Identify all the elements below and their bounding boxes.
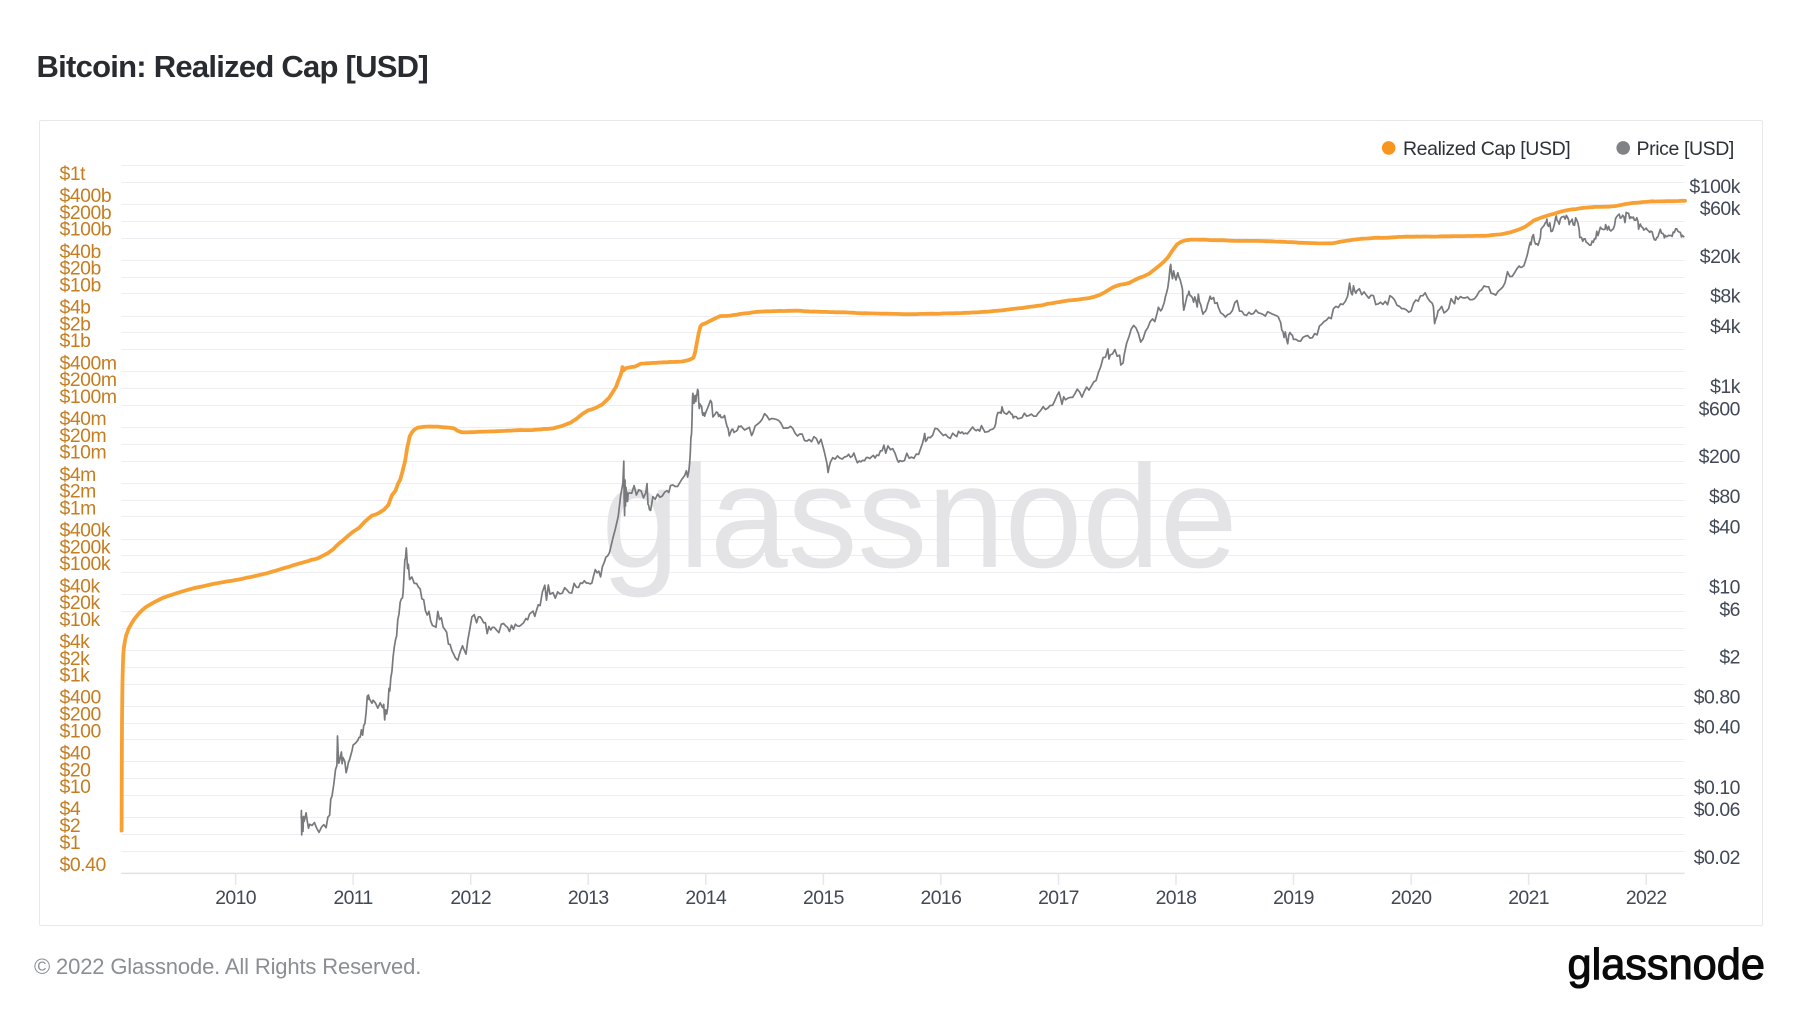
svg-text:$100b: $100b	[60, 219, 112, 241]
svg-text:2022: 2022	[1626, 887, 1667, 909]
svg-text:2016: 2016	[921, 887, 962, 909]
svg-text:2010: 2010	[215, 887, 257, 909]
svg-text:$40k: $40k	[60, 575, 101, 597]
svg-text:2012: 2012	[450, 887, 491, 909]
svg-text:$2: $2	[60, 815, 81, 837]
svg-text:$2b: $2b	[60, 313, 91, 335]
svg-text:$0.40: $0.40	[1694, 717, 1741, 739]
svg-text:$4b: $4b	[60, 297, 91, 319]
svg-text:2017: 2017	[1038, 887, 1079, 909]
svg-text:2013: 2013	[568, 887, 609, 909]
svg-text:$10b: $10b	[60, 275, 101, 297]
svg-text:$1k: $1k	[1710, 376, 1741, 398]
svg-text:$4m: $4m	[60, 464, 96, 486]
svg-text:2018: 2018	[1156, 887, 1197, 909]
svg-text:$80: $80	[1709, 486, 1741, 508]
svg-text:$10k: $10k	[60, 609, 101, 631]
svg-text:$2m: $2m	[60, 481, 96, 503]
svg-text:$20k: $20k	[60, 592, 101, 614]
svg-text:$10: $10	[1709, 577, 1741, 599]
svg-text:$400k: $400k	[60, 520, 111, 542]
svg-text:2019: 2019	[1273, 887, 1314, 909]
svg-text:$0.06: $0.06	[1694, 799, 1740, 821]
svg-text:$0.10: $0.10	[1694, 777, 1741, 799]
svg-text:$0.02: $0.02	[1694, 847, 1740, 869]
svg-text:$40: $40	[60, 743, 92, 765]
svg-text:$100m: $100m	[60, 386, 117, 408]
svg-text:Realized Cap [USD]: Realized Cap [USD]	[1403, 138, 1570, 160]
svg-text:$8k: $8k	[1710, 286, 1741, 308]
svg-text:$1b: $1b	[60, 330, 91, 352]
svg-text:glassnode: glassnode	[602, 436, 1238, 599]
svg-text:$1m: $1m	[60, 497, 96, 519]
svg-text:$1t: $1t	[60, 163, 87, 185]
svg-text:$400m: $400m	[60, 352, 117, 374]
svg-text:$200k: $200k	[60, 536, 111, 558]
svg-text:$0.40: $0.40	[60, 854, 107, 876]
svg-text:$40: $40	[1709, 516, 1741, 538]
svg-text:$0.80: $0.80	[1694, 687, 1741, 709]
svg-text:$60k: $60k	[1700, 198, 1741, 220]
svg-text:$20m: $20m	[60, 425, 107, 447]
svg-text:$4: $4	[60, 798, 81, 820]
svg-text:2014: 2014	[685, 887, 727, 909]
svg-text:$40m: $40m	[60, 408, 107, 430]
svg-text:2011: 2011	[333, 887, 372, 909]
svg-text:$1k: $1k	[60, 665, 91, 687]
svg-text:$100: $100	[60, 720, 102, 742]
svg-text:2020: 2020	[1391, 887, 1433, 909]
svg-text:$10m: $10m	[60, 442, 107, 464]
svg-text:glassnode: glassnode	[1568, 941, 1765, 989]
svg-text:$20k: $20k	[1700, 246, 1741, 268]
svg-text:$100k: $100k	[60, 553, 111, 575]
svg-text:$2k: $2k	[60, 648, 91, 670]
svg-text:Price [USD]: Price [USD]	[1637, 138, 1734, 160]
svg-text:$10: $10	[60, 776, 92, 798]
svg-text:$2: $2	[1719, 647, 1740, 669]
svg-text:$200: $200	[1699, 446, 1741, 468]
svg-text:$400b: $400b	[60, 185, 112, 207]
svg-text:$20b: $20b	[60, 258, 101, 280]
svg-text:$40b: $40b	[60, 241, 101, 263]
svg-text:$200b: $200b	[60, 202, 112, 224]
svg-text:$4k: $4k	[60, 631, 91, 653]
svg-text:2015: 2015	[803, 887, 844, 909]
svg-text:2021: 2021	[1508, 887, 1549, 909]
svg-text:$400: $400	[60, 687, 102, 709]
svg-text:$100k: $100k	[1689, 176, 1740, 198]
svg-text:$1: $1	[60, 832, 81, 854]
svg-text:$600: $600	[1699, 398, 1741, 420]
svg-text:$6: $6	[1719, 599, 1740, 621]
svg-text:$20: $20	[60, 759, 92, 781]
svg-text:$4k: $4k	[1710, 316, 1741, 338]
svg-text:$200: $200	[60, 704, 102, 726]
svg-text:$200m: $200m	[60, 369, 117, 391]
